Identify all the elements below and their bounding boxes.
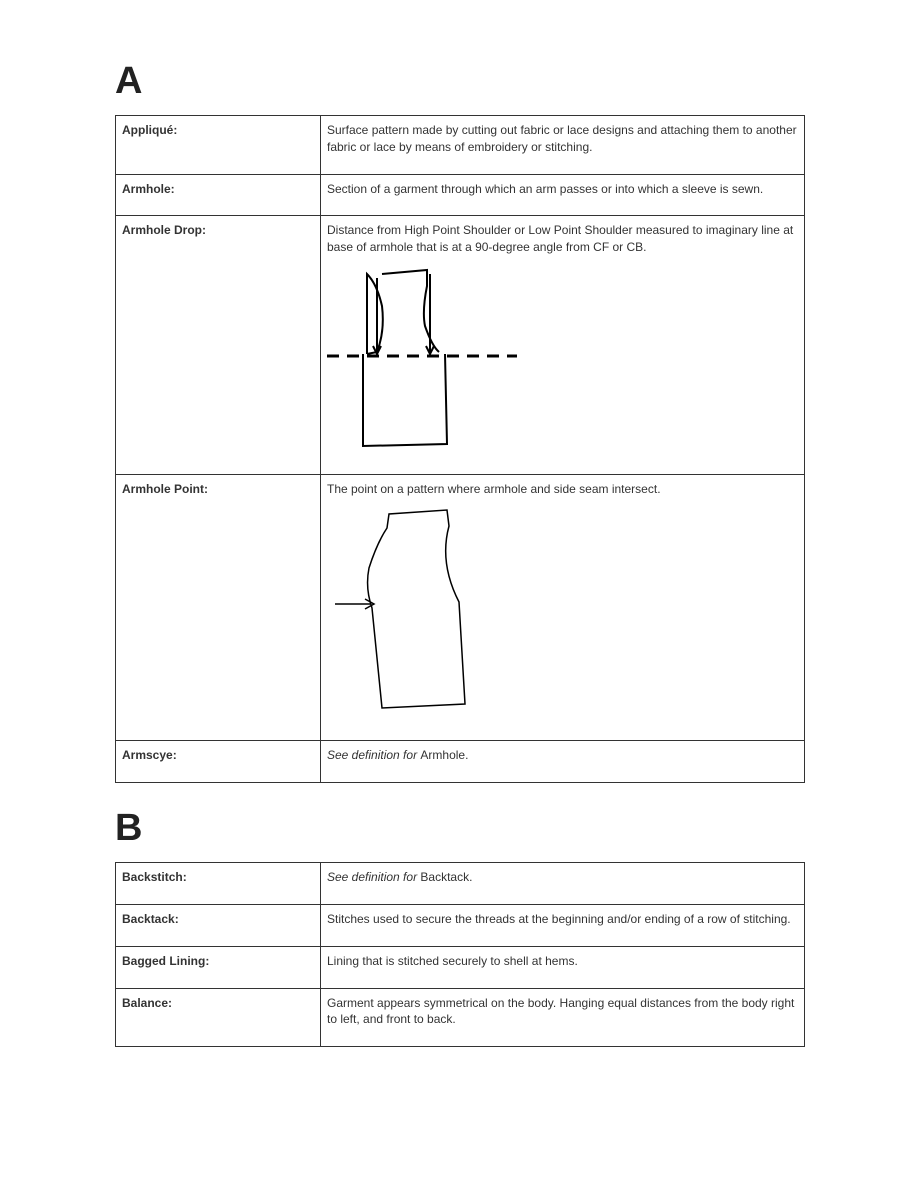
definition-text: Garment appears symmetrical on the body.…	[327, 996, 794, 1027]
glossary-term: Armhole Drop:	[116, 216, 321, 474]
glossary-term: Backstitch:	[116, 863, 321, 905]
see-definition-ref: Backtack.	[420, 870, 472, 884]
see-definition-ref: Armhole.	[420, 748, 468, 762]
table-row: Backstitch:See definition for Backtack.	[116, 863, 805, 905]
armhole-drop-diagram	[327, 266, 798, 456]
glossary-term: Bagged Lining:	[116, 946, 321, 988]
section-heading: A	[115, 60, 805, 103]
table-row: Backtack: Stitches used to secure the thr…	[116, 904, 805, 946]
definition-text: Lining that is stitched securely to shel…	[327, 954, 578, 968]
definition-text: Stitches used to secure the threads at t…	[327, 912, 791, 926]
glossary-definition: Lining that is stitched securely to shel…	[321, 946, 805, 988]
glossary-table: Backstitch:See definition for Backtack.B…	[115, 862, 805, 1047]
glossary-term: Armscye:	[116, 741, 321, 783]
see-definition-prefix: See definition for	[327, 748, 420, 762]
table-row: Appliqué:Surface pattern made by cutting…	[116, 116, 805, 175]
glossary-term: Armhole Point:	[116, 474, 321, 741]
table-row: Armhole Drop:Distance from High Point Sh…	[116, 216, 805, 474]
glossary-term: Balance:	[116, 988, 321, 1047]
table-row: Bagged Lining: Lining that is stitched se…	[116, 946, 805, 988]
definition-text: The point on a pattern where armhole and…	[327, 482, 661, 496]
glossary-term: Backtack:	[116, 904, 321, 946]
glossary-definition: Distance from High Point Shoulder or Low…	[321, 216, 805, 474]
glossary-table: Appliqué:Surface pattern made by cutting…	[115, 115, 805, 783]
glossary-definition: Surface pattern made by cutting out fabr…	[321, 116, 805, 175]
definition-text: Surface pattern made by cutting out fabr…	[327, 123, 797, 154]
glossary-definition: See definition for Armhole.	[321, 741, 805, 783]
definition-text: Section of a garment through which an ar…	[327, 182, 763, 196]
glossary-term: Armhole:	[116, 174, 321, 216]
table-row: Armhole: Section of a garment through whi…	[116, 174, 805, 216]
section-heading: B	[115, 807, 805, 850]
glossary-definition: Stitches used to secure the threads at t…	[321, 904, 805, 946]
glossary-definition: See definition for Backtack.	[321, 863, 805, 905]
table-row: Armscye:See definition for Armhole.	[116, 741, 805, 783]
glossary-definition: The point on a pattern where armhole and…	[321, 474, 805, 741]
armhole-point-diagram	[327, 508, 798, 723]
see-definition-prefix: See definition for	[327, 870, 420, 884]
table-row: Armhole Point: The point on a pattern whe…	[116, 474, 805, 741]
table-row: Balance:Garment appears symmetrical on t…	[116, 988, 805, 1047]
glossary-definition: Section of a garment through which an ar…	[321, 174, 805, 216]
definition-text: Distance from High Point Shoulder or Low…	[327, 223, 793, 254]
glossary-term: Appliqué:	[116, 116, 321, 175]
glossary-definition: Garment appears symmetrical on the body.…	[321, 988, 805, 1047]
